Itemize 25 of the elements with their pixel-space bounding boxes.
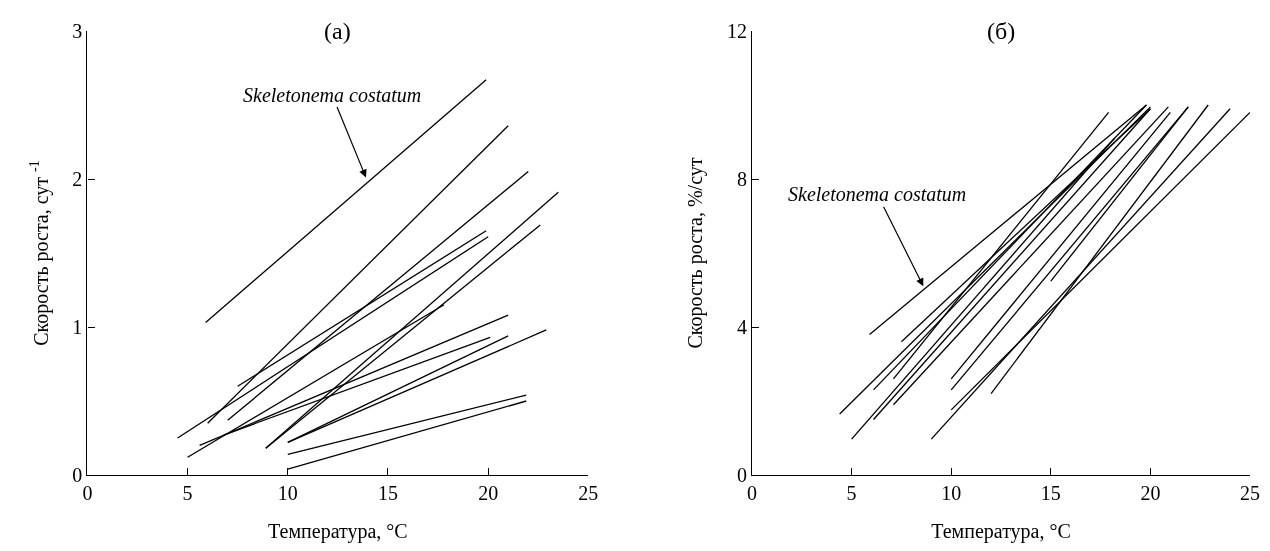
x-tick-label: 10	[277, 482, 298, 505]
x-axis-title: Температура, °C	[931, 519, 1071, 543]
y-tick-label: 8	[736, 168, 747, 190]
x-tick-label: 10	[941, 482, 962, 505]
chart-title: (а)	[324, 18, 351, 44]
x-tick-label: 5	[846, 482, 857, 505]
x-tick-label: 15	[377, 482, 398, 505]
y-tick-label: 0	[736, 464, 747, 486]
y-tick-label: 3	[72, 20, 83, 42]
y-tick-label: 0	[72, 464, 83, 486]
x-tick-label: 25	[578, 482, 599, 505]
x-tick-label: 25	[1240, 482, 1260, 505]
x-tick-label: 20	[1140, 482, 1161, 505]
x-tick-label: 15	[1040, 482, 1061, 505]
x-axis-title: Температура, °C	[268, 519, 408, 543]
y-tick-label: 1	[72, 316, 83, 338]
x-tick-label: 5	[182, 482, 193, 505]
y-axis-title: Скорость роста, %/сут	[684, 157, 708, 349]
y-tick-label: 4	[736, 316, 747, 338]
y-tick-label: 2	[72, 168, 83, 190]
annotation: Skeletonema costatum	[243, 84, 422, 106]
chart-title: (б)	[987, 18, 1016, 44]
annotation: Skeletonema costatum	[788, 183, 967, 205]
y-tick-label: 12	[726, 20, 747, 42]
x-tick-label: 20	[478, 482, 499, 505]
